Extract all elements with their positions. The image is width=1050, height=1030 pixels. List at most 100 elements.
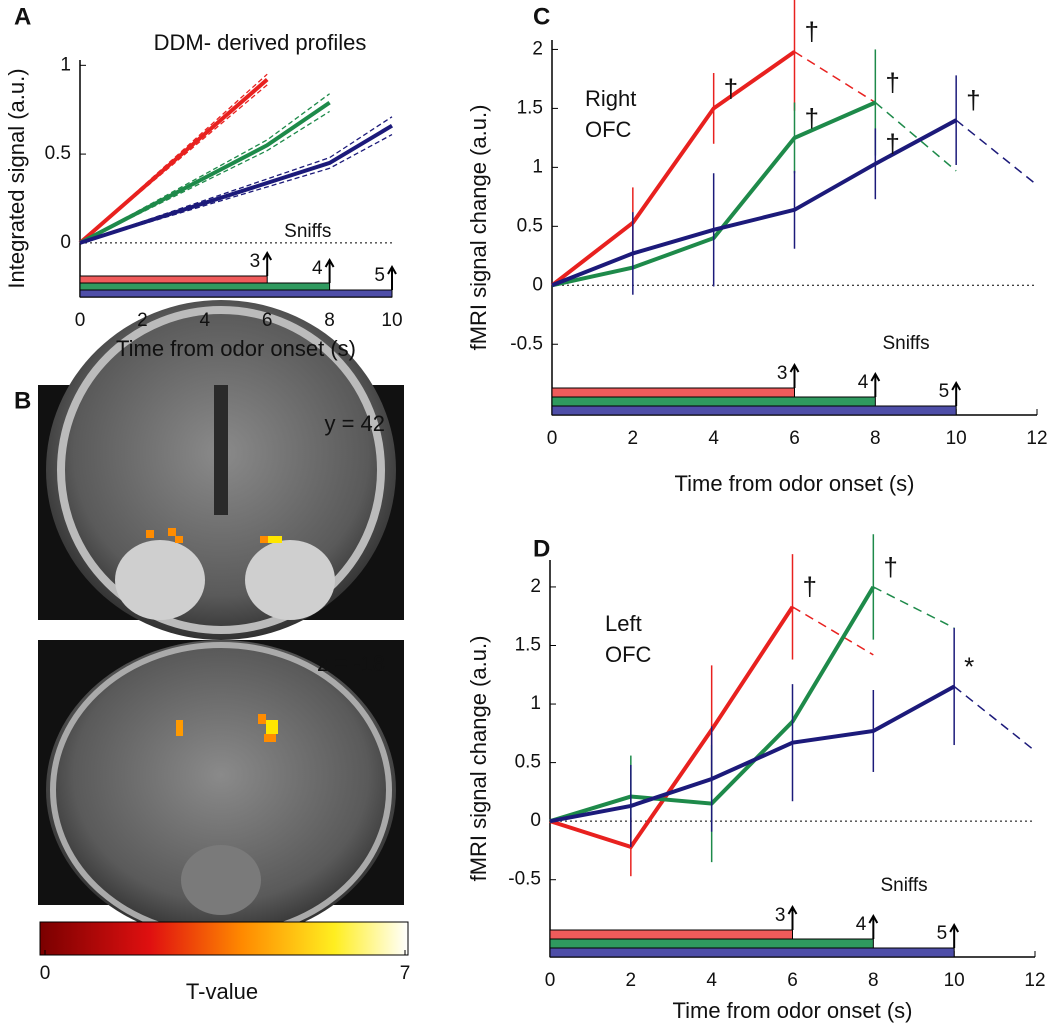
extrapolated-line bbox=[953, 685, 1036, 752]
sniffs-label: Sniffs bbox=[284, 221, 331, 242]
sniff-arrowhead bbox=[324, 257, 335, 268]
significance-marker: † bbox=[724, 73, 738, 103]
y-tick-label: 0.5 bbox=[517, 215, 543, 236]
x-tick-label: 6 bbox=[262, 310, 273, 331]
sniff-count: 3 bbox=[775, 905, 786, 926]
chart-title: DDM- derived profiles bbox=[154, 30, 367, 55]
lower-bound bbox=[79, 110, 330, 244]
panel-letter: B bbox=[14, 387, 31, 414]
significance-marker: † bbox=[885, 67, 899, 97]
x-tick-label: 8 bbox=[868, 970, 879, 991]
x-axis-label: Time from odor onset (s) bbox=[116, 336, 356, 361]
y-tick-label: 0 bbox=[60, 232, 71, 253]
x-tick-label: 12 bbox=[1026, 428, 1047, 449]
significance-marker: * bbox=[964, 651, 974, 681]
panel-letter: A bbox=[14, 3, 31, 30]
data-line bbox=[549, 605, 795, 850]
y-tick-label: 2 bbox=[532, 38, 543, 59]
brain-image-coronal bbox=[38, 300, 404, 640]
sniff-arrowhead bbox=[949, 922, 960, 933]
y-tick-label: 0.5 bbox=[45, 143, 71, 164]
sniff-count: 4 bbox=[312, 258, 323, 279]
significance-marker: † bbox=[883, 552, 897, 582]
x-tick-label: 0 bbox=[547, 428, 558, 449]
x-tick-label: 2 bbox=[626, 970, 637, 991]
y-tick-label: 1.5 bbox=[517, 97, 543, 118]
upper-bound bbox=[79, 93, 330, 244]
x-tick-label: 4 bbox=[708, 428, 719, 449]
y-tick-label: 1 bbox=[60, 54, 71, 75]
sniff-bar bbox=[79, 275, 268, 284]
sniff-bar bbox=[549, 938, 874, 949]
extrapolated-line bbox=[874, 101, 957, 172]
y-tick-label: 2 bbox=[530, 576, 541, 597]
colorbar-tick-label: 0 bbox=[40, 963, 51, 984]
x-axis-label: Time from odor onset (s) bbox=[672, 998, 912, 1023]
region-label: OFC bbox=[585, 117, 632, 142]
sniff-count: 4 bbox=[856, 914, 867, 935]
significance-marker: † bbox=[805, 17, 819, 47]
extrapolated-line bbox=[794, 51, 876, 104]
significance-marker: † bbox=[805, 103, 819, 133]
data-line bbox=[78, 78, 269, 245]
sniffs-label: Sniffs bbox=[882, 333, 929, 354]
data-line bbox=[550, 50, 796, 287]
extrapolated-line bbox=[955, 119, 1038, 186]
sniff-count: 5 bbox=[937, 923, 948, 944]
sniff-count: 5 bbox=[374, 265, 385, 286]
sniff-bar bbox=[551, 387, 795, 398]
slice-label: z = -18 bbox=[317, 651, 385, 676]
x-tick-label: 10 bbox=[944, 970, 965, 991]
sniff-arrowhead bbox=[262, 250, 273, 261]
sniff-count: 3 bbox=[777, 363, 788, 384]
x-tick-label: 0 bbox=[75, 310, 86, 331]
y-axis-label: fMRI signal change (a.u.) bbox=[466, 105, 491, 351]
y-tick-label: 1.5 bbox=[515, 635, 541, 656]
x-tick-label: 4 bbox=[200, 310, 211, 331]
x-tick-label: 0 bbox=[545, 970, 556, 991]
sniff-arrowhead bbox=[870, 371, 881, 382]
sniff-bar bbox=[549, 947, 955, 958]
data-line bbox=[79, 100, 331, 245]
sniff-count: 4 bbox=[858, 372, 869, 393]
sniff-bar bbox=[79, 282, 331, 291]
y-tick-label: 0.5 bbox=[515, 752, 541, 773]
lower-bound bbox=[79, 133, 393, 244]
x-tick-label: 6 bbox=[789, 428, 800, 449]
x-tick-label: 12 bbox=[1024, 970, 1045, 991]
y-axis-label: fMRI signal change (a.u.) bbox=[466, 636, 491, 882]
significance-marker: † bbox=[966, 85, 980, 115]
slice-label: y = 42 bbox=[324, 411, 385, 436]
y-tick-label: -0.5 bbox=[510, 333, 543, 354]
x-tick-label: 6 bbox=[787, 970, 798, 991]
x-tick-label: 4 bbox=[706, 970, 717, 991]
x-tick-label: 2 bbox=[628, 428, 639, 449]
colorbar bbox=[39, 921, 409, 956]
sniff-arrowhead bbox=[789, 362, 800, 373]
panel-letter: D bbox=[533, 535, 550, 562]
sniff-arrowhead bbox=[787, 904, 798, 915]
sniff-bar bbox=[549, 929, 793, 940]
region-label: Left bbox=[605, 611, 642, 636]
sniff-arrowhead bbox=[387, 264, 397, 275]
region-label: Right bbox=[585, 86, 636, 111]
x-tick-label: 10 bbox=[946, 428, 967, 449]
x-tick-label: 8 bbox=[324, 310, 335, 331]
sniffs-label: Sniffs bbox=[880, 875, 927, 896]
y-tick-label: 0 bbox=[530, 810, 541, 831]
data-line bbox=[549, 684, 956, 824]
extrapolated-line bbox=[792, 606, 874, 656]
brain-image-axial bbox=[38, 640, 404, 940]
region-label: OFC bbox=[605, 642, 652, 667]
y-tick-label: 1 bbox=[530, 693, 541, 714]
x-axis-label: Time from odor onset (s) bbox=[674, 471, 914, 496]
sniff-arrowhead bbox=[868, 913, 879, 924]
data-line bbox=[79, 123, 394, 245]
y-tick-label: -0.5 bbox=[508, 869, 541, 890]
upper-bound bbox=[79, 116, 393, 244]
x-tick-label: 2 bbox=[137, 310, 148, 331]
x-tick-label: 10 bbox=[381, 310, 402, 331]
data-line bbox=[551, 118, 958, 288]
sniff-bar bbox=[551, 405, 957, 416]
